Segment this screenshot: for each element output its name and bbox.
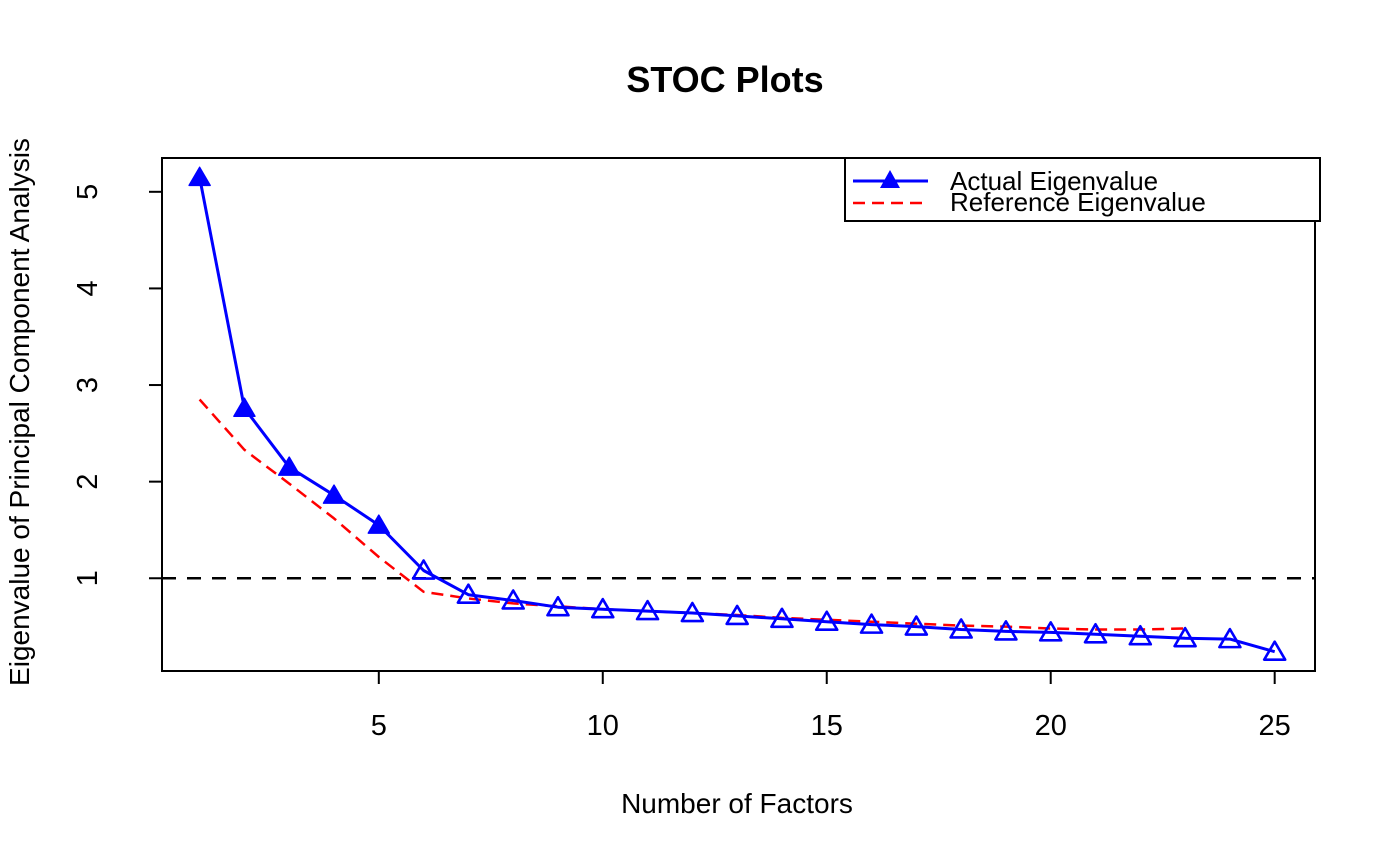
x-tick-label: 20 <box>1035 710 1067 742</box>
open-triangle-marker <box>680 601 705 623</box>
series-layer <box>188 166 1287 661</box>
open-triangle-marker <box>1083 622 1108 644</box>
legend-label-reference: Reference Eigenvalue <box>950 187 1206 217</box>
open-triangle-marker <box>814 610 839 632</box>
y-tick-label: 3 <box>72 377 104 393</box>
y-tick-label: 4 <box>72 280 104 296</box>
filled-triangle-marker <box>322 484 346 504</box>
x-tick-label: 25 <box>1259 710 1291 742</box>
open-triangle-marker <box>1128 624 1153 646</box>
y-axis-title: Eigenvalue of Principal Component Analys… <box>4 138 35 686</box>
y-tick-label: 1 <box>72 570 104 586</box>
open-triangle-marker <box>501 589 525 610</box>
legend-sample-actual-marker <box>880 170 900 188</box>
open-triangle-marker <box>635 599 660 621</box>
filled-triangle-marker <box>233 397 256 417</box>
x-tick-label: 5 <box>371 710 387 742</box>
open-triangle-marker <box>1038 621 1063 642</box>
open-triangle-marker <box>770 607 794 629</box>
x-tick-label: 10 <box>587 710 619 742</box>
open-triangle-marker <box>1262 640 1287 661</box>
open-triangle-marker <box>546 595 570 617</box>
open-triangle-marker <box>411 559 436 580</box>
open-triangle-marker <box>994 620 1018 641</box>
open-triangle-marker <box>1218 627 1242 649</box>
open-triangle-marker <box>456 583 481 604</box>
open-triangle-marker <box>1173 626 1197 648</box>
plot-frame-layer <box>161 157 1316 672</box>
filled-triangle-marker <box>188 166 211 187</box>
plot-frame <box>161 157 1316 672</box>
x-axis-title: Number of Factors <box>621 788 853 819</box>
reference-eigenvalue-line <box>198 398 1186 631</box>
chart-title: STOC Plots <box>626 59 823 100</box>
legend-label-actual: Actual Eigenvalue <box>950 166 1158 196</box>
legend-box <box>844 157 1321 222</box>
filled-triangle-marker <box>277 456 301 476</box>
open-triangle-marker <box>904 615 929 636</box>
legend: Actual Eigenvalue Reference Eigenvalue <box>844 157 1321 222</box>
open-triangle-marker <box>590 597 615 619</box>
axis-ticks-layer: 5 10 15 20 25 1 2 3 4 5 <box>72 184 1291 742</box>
actual-eigenvalue-line <box>198 177 1276 654</box>
y-tick-label: 5 <box>72 184 104 200</box>
x-tick-label: 15 <box>811 710 843 742</box>
open-triangle-marker <box>949 618 973 639</box>
open-triangle-marker <box>725 604 749 626</box>
y-tick-label: 2 <box>72 474 104 490</box>
open-triangle-marker <box>859 613 884 634</box>
filled-triangle-marker <box>367 514 391 534</box>
